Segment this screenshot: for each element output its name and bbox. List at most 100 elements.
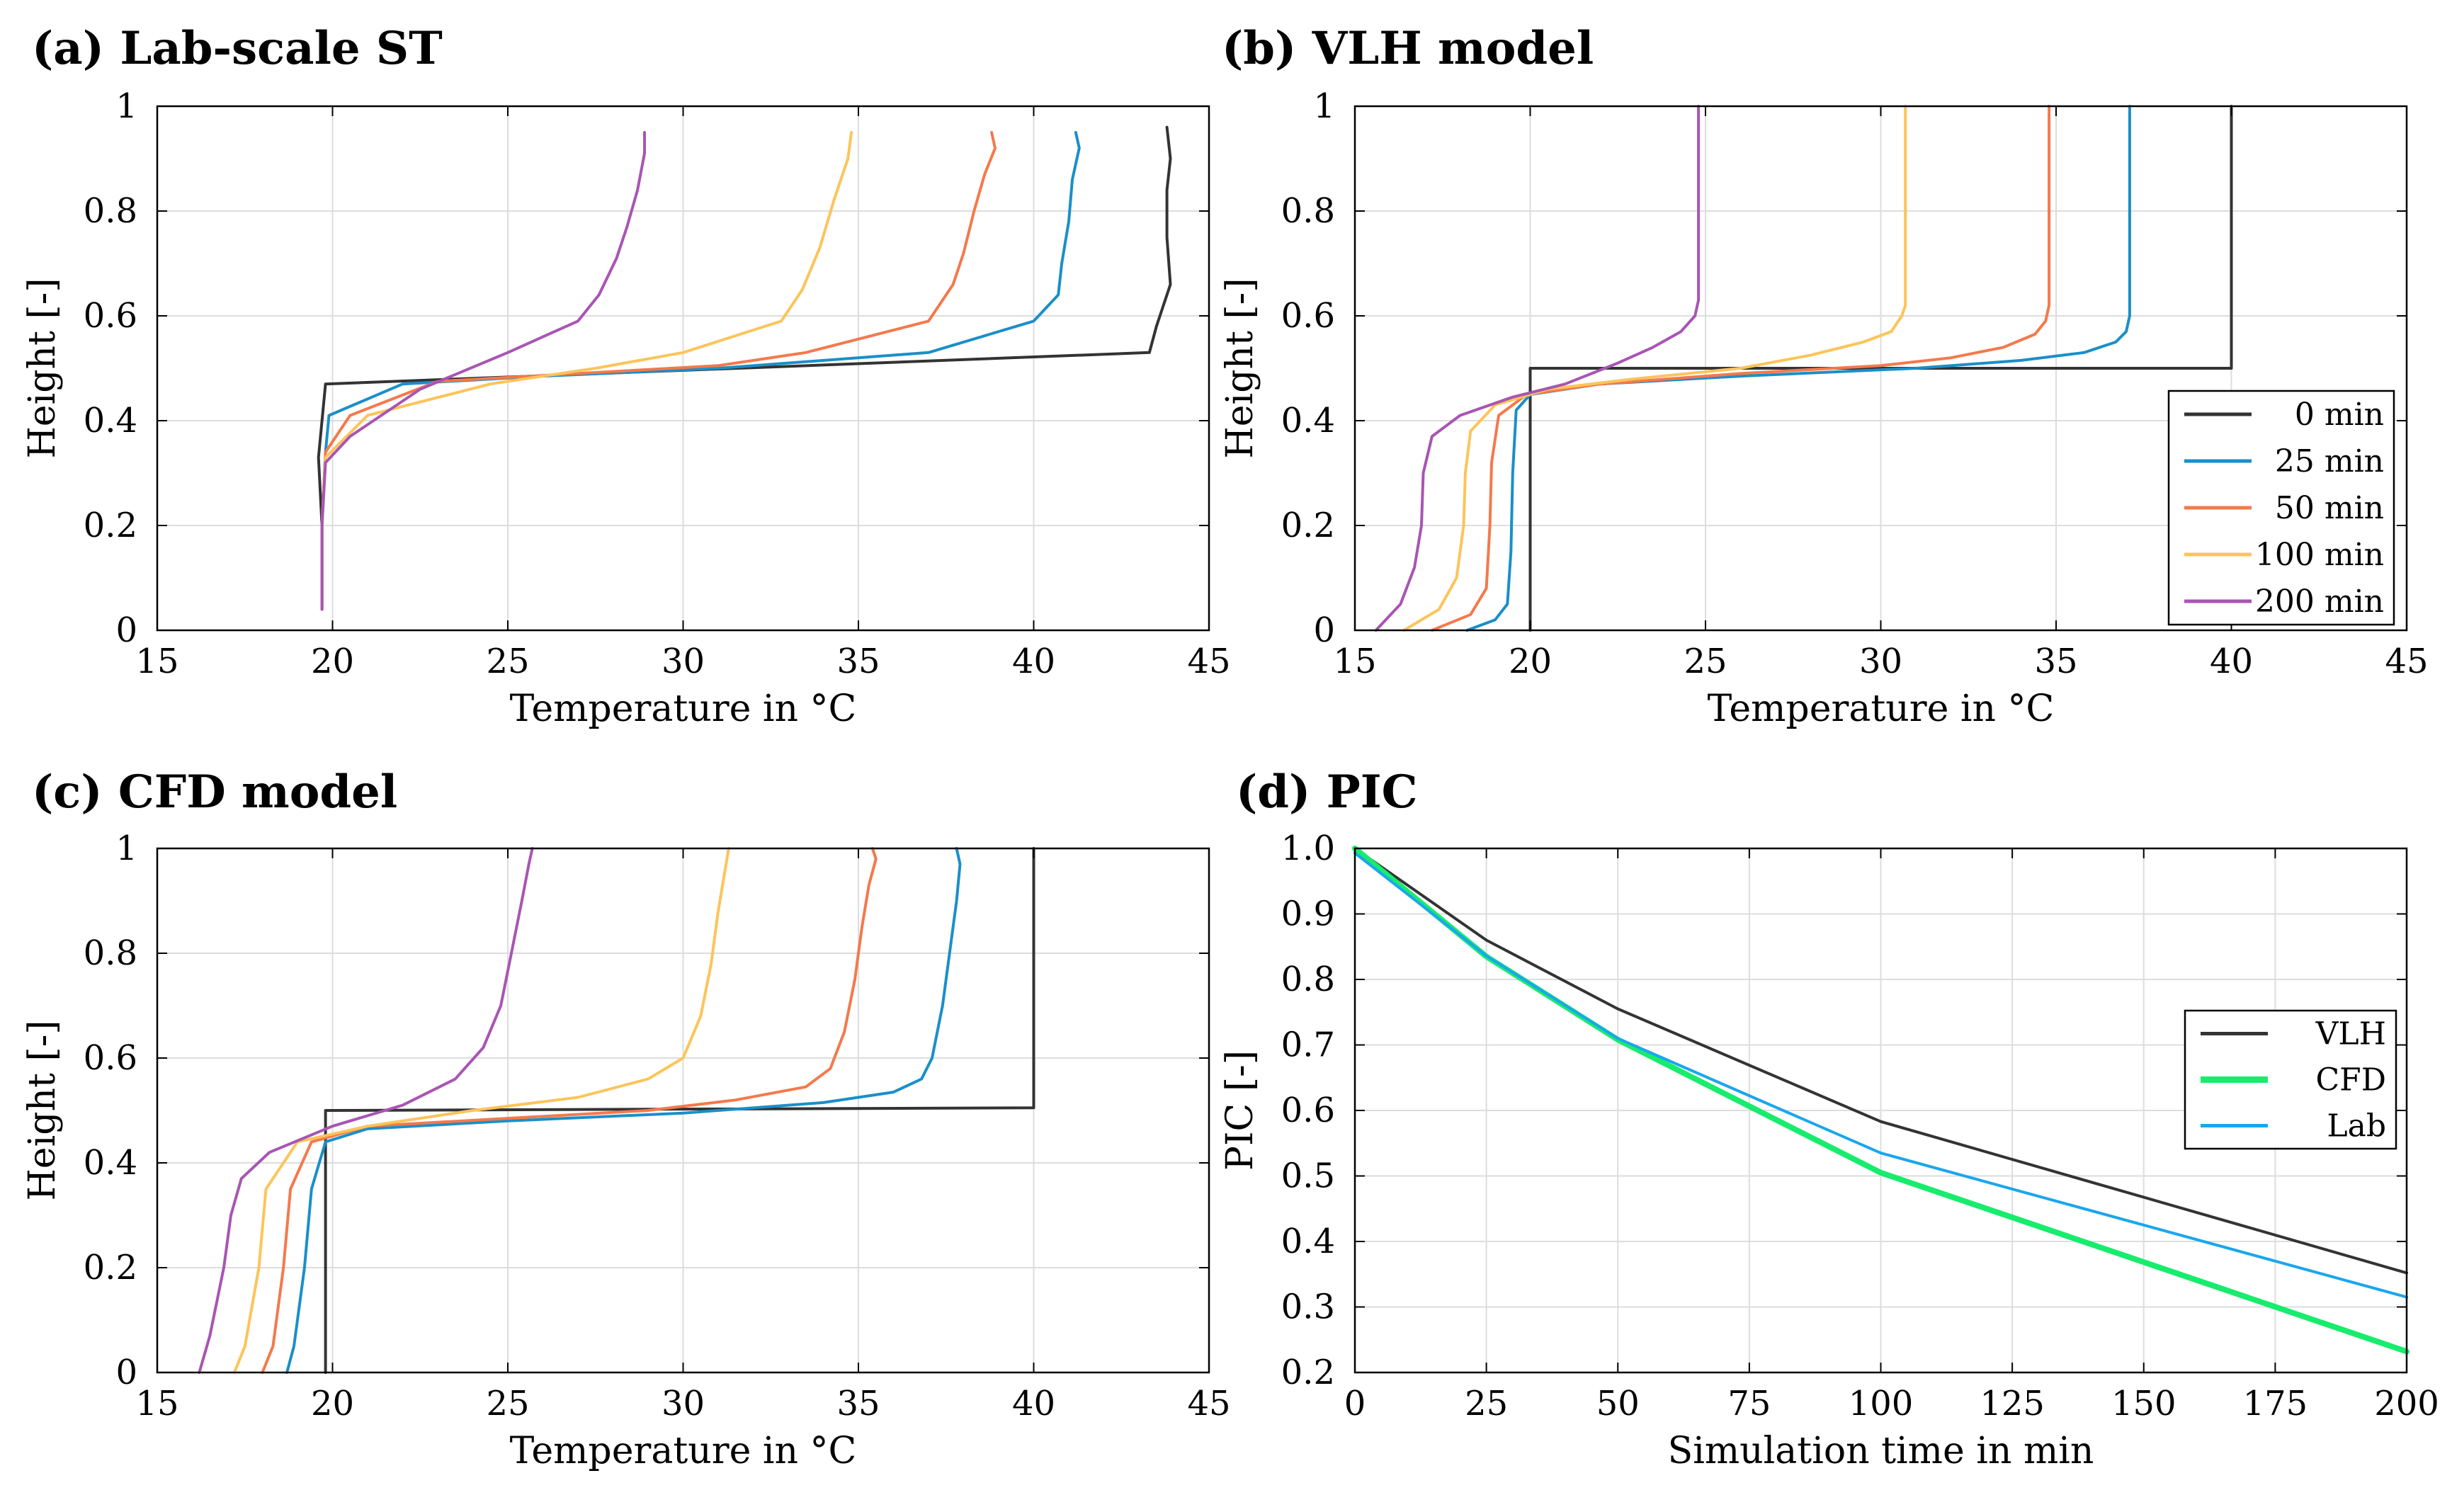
x-tick-label: 30 bbox=[1859, 642, 1902, 681]
x-tick-label: 20 bbox=[1509, 642, 1552, 681]
x-tick-label: 35 bbox=[836, 1384, 880, 1423]
y-tick-label: 0.6 bbox=[84, 296, 137, 336]
x-tick-label: 150 bbox=[2111, 1384, 2176, 1423]
series-line-200-min bbox=[198, 847, 534, 1374]
series-line-0-min bbox=[317, 125, 1172, 611]
y-axis-label: Height [-] bbox=[21, 1020, 64, 1200]
x-tick-label: 50 bbox=[1596, 1384, 1640, 1423]
panel-c: (c) CFD model 15 20 25 30 35 40 45 0 0.2 0.4 0.6 0.8… bbox=[21, 766, 1231, 1472]
series-line-200-min bbox=[320, 131, 646, 611]
series-line-100-min bbox=[232, 847, 730, 1374]
y-tick-label: 0.9 bbox=[1281, 894, 1335, 934]
x-tick-label: 40 bbox=[2210, 642, 2253, 681]
x-tick-label: 20 bbox=[311, 642, 354, 681]
legend-label: CFD bbox=[2316, 1062, 2386, 1098]
y-tick-label: 0.4 bbox=[84, 1143, 137, 1183]
x-tick-label: 40 bbox=[1012, 1384, 1055, 1423]
series-line-0-min bbox=[1528, 105, 2233, 632]
legend-label: 50 min bbox=[2275, 490, 2384, 526]
x-tick-label: 25 bbox=[1465, 1384, 1508, 1423]
x-tick-label: 100 bbox=[1849, 1384, 1914, 1423]
y-tick-label: 0 bbox=[115, 610, 137, 650]
legend: 0 min 25 min 50 min 100 min 200 min bbox=[2167, 390, 2395, 626]
y-tick-label: 1 bbox=[1313, 86, 1335, 126]
y-tick-label: 0.7 bbox=[1281, 1025, 1335, 1065]
series-line-50-min bbox=[261, 847, 878, 1374]
y-tick-label: 0.6 bbox=[1281, 296, 1335, 336]
y-tick-label: 0 bbox=[1313, 610, 1335, 650]
series-line-200-min bbox=[1374, 105, 1701, 632]
x-axis-label: Temperature in °C bbox=[1708, 688, 2055, 730]
series-line-50-min bbox=[320, 131, 997, 611]
x-tick-label: 20 bbox=[311, 1384, 354, 1423]
y-tick-label: 0.6 bbox=[84, 1038, 137, 1078]
x-tick-label: 25 bbox=[486, 1384, 529, 1423]
x-tick-label: 30 bbox=[662, 642, 705, 681]
y-tick-label: 0.4 bbox=[1281, 401, 1335, 440]
panel-d: (d) PIC 0 25 50 75 100 125 150 175 200 0.2 0.3 0.4 0.… bbox=[1219, 766, 2439, 1472]
legend-label: 200 min bbox=[2255, 584, 2384, 620]
y-tick-label: 0.5 bbox=[1281, 1156, 1335, 1196]
x-tick-label: 200 bbox=[2374, 1384, 2439, 1423]
panel-title-a: (a) Lab-scale ST bbox=[32, 22, 443, 75]
y-axis-label: PIC [-] bbox=[1219, 1050, 1261, 1171]
legend-label: Lab bbox=[2327, 1108, 2386, 1144]
x-tick-label: 0 bbox=[1344, 1384, 1366, 1423]
series-line-25-min bbox=[320, 131, 1081, 611]
panel-title-d: (d) PIC bbox=[1236, 766, 1418, 819]
series-line-25-min bbox=[285, 847, 962, 1374]
y-tick-label: 0.3 bbox=[1281, 1288, 1335, 1327]
x-axis-label: Temperature in °C bbox=[510, 1430, 857, 1472]
x-tick-label: 35 bbox=[2034, 642, 2077, 681]
series-line-lab bbox=[1353, 851, 2408, 1299]
panel-b: (b) VLH model 15 20 25 30 35 40 45 0 0.2 0.4 0.6 0.8… bbox=[1219, 22, 2429, 730]
x-tick-label: 175 bbox=[2243, 1384, 2308, 1423]
x-tick-label: 25 bbox=[486, 642, 529, 681]
panel-title-c: (c) CFD model bbox=[32, 766, 397, 819]
legend-label: 0 min bbox=[2295, 397, 2384, 433]
x-tick-label: 35 bbox=[836, 642, 880, 681]
y-tick-label: 1 bbox=[115, 86, 137, 126]
x-tick-label: 30 bbox=[662, 1384, 705, 1423]
x-tick-label: 15 bbox=[135, 1384, 178, 1423]
y-tick-label: 0.8 bbox=[1281, 191, 1335, 231]
series-line-vlh bbox=[1353, 847, 2408, 1275]
legend-label: VLH bbox=[2315, 1016, 2386, 1052]
y-tick-label: 0.8 bbox=[84, 933, 137, 973]
x-tick-label: 15 bbox=[135, 642, 178, 681]
y-tick-label: 0.4 bbox=[1281, 1222, 1335, 1261]
y-tick-label: 0.6 bbox=[1281, 1091, 1335, 1130]
legend-box bbox=[2167, 390, 2395, 626]
x-tick-label: 125 bbox=[1980, 1384, 2045, 1423]
legend-label: 25 min bbox=[2275, 443, 2384, 479]
series-line-100-min bbox=[1402, 105, 1907, 632]
x-tick-label: 25 bbox=[1684, 642, 1727, 681]
y-tick-label: 0.2 bbox=[84, 506, 137, 545]
y-tick-label: 0.4 bbox=[84, 401, 137, 440]
legend-label: 100 min bbox=[2255, 537, 2384, 573]
y-axis-label: Height [-] bbox=[21, 278, 64, 458]
panel-title-b: (b) VLH model bbox=[1222, 22, 1594, 75]
y-tick-label: 0.8 bbox=[1281, 960, 1335, 999]
series-line-50-min bbox=[1430, 105, 2051, 632]
y-tick-label: 0.2 bbox=[84, 1248, 137, 1288]
x-tick-label: 45 bbox=[1187, 1384, 1230, 1423]
y-tick-label: 0.2 bbox=[1281, 506, 1335, 545]
series-line-0-min bbox=[324, 847, 1035, 1374]
legend: VLH CFD Lab bbox=[2184, 1009, 2397, 1150]
y-axis-label: Height [-] bbox=[1219, 278, 1261, 458]
y-tick-label: 1 bbox=[115, 829, 137, 868]
y-tick-label: 0.8 bbox=[84, 191, 137, 231]
x-tick-label: 15 bbox=[1333, 642, 1376, 681]
y-tick-label: 1.0 bbox=[1281, 829, 1335, 868]
x-tick-label: 45 bbox=[1187, 642, 1230, 681]
y-tick-label: 0.2 bbox=[1281, 1353, 1335, 1392]
x-tick-label: 40 bbox=[1012, 642, 1055, 681]
x-tick-label: 45 bbox=[2385, 642, 2428, 681]
y-tick-label: 0 bbox=[115, 1353, 137, 1392]
x-axis-label: Simulation time in min bbox=[1668, 1430, 2094, 1472]
series-line-100-min bbox=[320, 131, 853, 611]
x-axis-label: Temperature in °C bbox=[510, 688, 857, 730]
x-tick-label: 75 bbox=[1727, 1384, 1771, 1423]
